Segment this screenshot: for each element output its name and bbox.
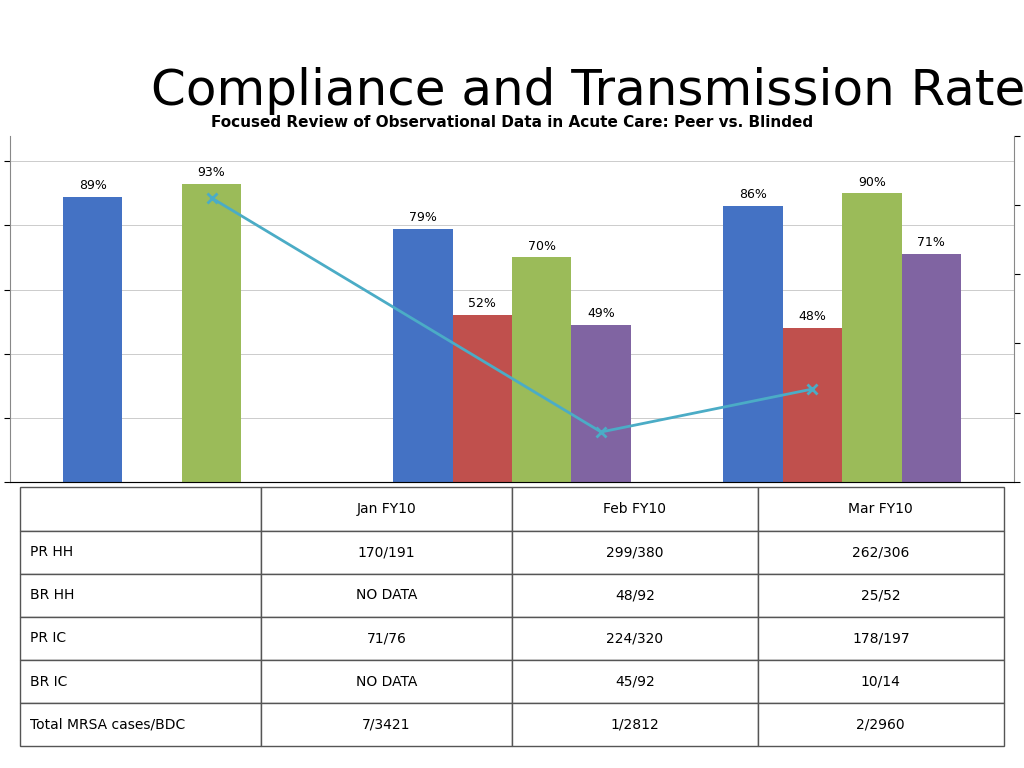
Text: Jan FY10: Jan FY10: [356, 502, 417, 516]
FancyBboxPatch shape: [20, 488, 261, 531]
FancyBboxPatch shape: [261, 703, 512, 746]
Text: 45/92: 45/92: [615, 674, 654, 689]
FancyBboxPatch shape: [512, 617, 758, 660]
Legend: Peer Reviewed Hand Hygiene, Blinded Review Hand Hygiene, Peer Reviewed Isolation: Peer Reviewed Hand Hygiene, Blinded Revi…: [179, 580, 744, 621]
Text: 262/306: 262/306: [852, 545, 909, 559]
Text: 1/2812: 1/2812: [610, 718, 659, 732]
Text: 10/14: 10/14: [861, 674, 901, 689]
FancyBboxPatch shape: [20, 531, 261, 574]
FancyBboxPatch shape: [261, 574, 512, 617]
Text: 48%: 48%: [799, 310, 826, 323]
Title: Focused Review of Observational Data in Acute Care: Peer vs. Blinded: Focused Review of Observational Data in …: [211, 115, 813, 131]
FancyBboxPatch shape: [261, 660, 512, 703]
Text: 89%: 89%: [79, 179, 106, 192]
FancyBboxPatch shape: [20, 574, 261, 617]
FancyBboxPatch shape: [758, 531, 1004, 574]
Text: 79%: 79%: [409, 210, 437, 223]
FancyBboxPatch shape: [758, 617, 1004, 660]
FancyBboxPatch shape: [20, 617, 261, 660]
Bar: [182, 184, 242, 482]
FancyBboxPatch shape: [261, 617, 512, 660]
Bar: [453, 315, 512, 482]
Text: 299/380: 299/380: [606, 545, 664, 559]
Bar: [63, 197, 123, 482]
FancyBboxPatch shape: [512, 703, 758, 746]
FancyBboxPatch shape: [758, 660, 1004, 703]
FancyBboxPatch shape: [20, 660, 261, 703]
Text: 70%: 70%: [527, 240, 556, 253]
Bar: [842, 194, 901, 482]
Text: PR IC: PR IC: [31, 631, 67, 645]
FancyBboxPatch shape: [261, 531, 512, 574]
Text: 86%: 86%: [739, 188, 767, 201]
FancyBboxPatch shape: [758, 703, 1004, 746]
Text: 7/3421: 7/3421: [362, 718, 411, 732]
Text: 52%: 52%: [468, 297, 497, 310]
Text: 25/52: 25/52: [861, 588, 900, 602]
Text: NO DATA: NO DATA: [356, 674, 417, 689]
Text: Total MRSA cases/BDC: Total MRSA cases/BDC: [31, 718, 185, 732]
Text: Feb FY10: Feb FY10: [603, 502, 667, 516]
Bar: [571, 325, 631, 482]
FancyBboxPatch shape: [512, 660, 758, 703]
FancyBboxPatch shape: [512, 574, 758, 617]
Text: BR IC: BR IC: [31, 674, 68, 689]
Text: 49%: 49%: [587, 307, 615, 320]
Bar: [901, 254, 961, 482]
Text: Compliance and Transmission Rate: Compliance and Transmission Rate: [151, 67, 1024, 115]
Text: 170/191: 170/191: [357, 545, 416, 559]
Text: 2/2960: 2/2960: [856, 718, 905, 732]
Bar: [393, 229, 453, 482]
Bar: [512, 257, 571, 482]
Text: 178/197: 178/197: [852, 631, 909, 645]
Text: 90%: 90%: [858, 176, 886, 188]
FancyBboxPatch shape: [512, 531, 758, 574]
Bar: [723, 206, 782, 482]
FancyBboxPatch shape: [512, 488, 758, 531]
Text: 93%: 93%: [198, 166, 225, 179]
Text: BR HH: BR HH: [31, 588, 75, 602]
Text: 48/92: 48/92: [615, 588, 655, 602]
FancyBboxPatch shape: [758, 488, 1004, 531]
FancyBboxPatch shape: [261, 488, 512, 531]
Text: Mar FY10: Mar FY10: [849, 502, 913, 516]
Bar: [782, 328, 842, 482]
Text: 71%: 71%: [918, 237, 945, 250]
FancyBboxPatch shape: [20, 703, 261, 746]
FancyBboxPatch shape: [758, 574, 1004, 617]
Text: PR HH: PR HH: [31, 545, 74, 559]
Text: 224/320: 224/320: [606, 631, 664, 645]
Text: NO DATA: NO DATA: [356, 588, 417, 602]
Text: 71/76: 71/76: [367, 631, 407, 645]
